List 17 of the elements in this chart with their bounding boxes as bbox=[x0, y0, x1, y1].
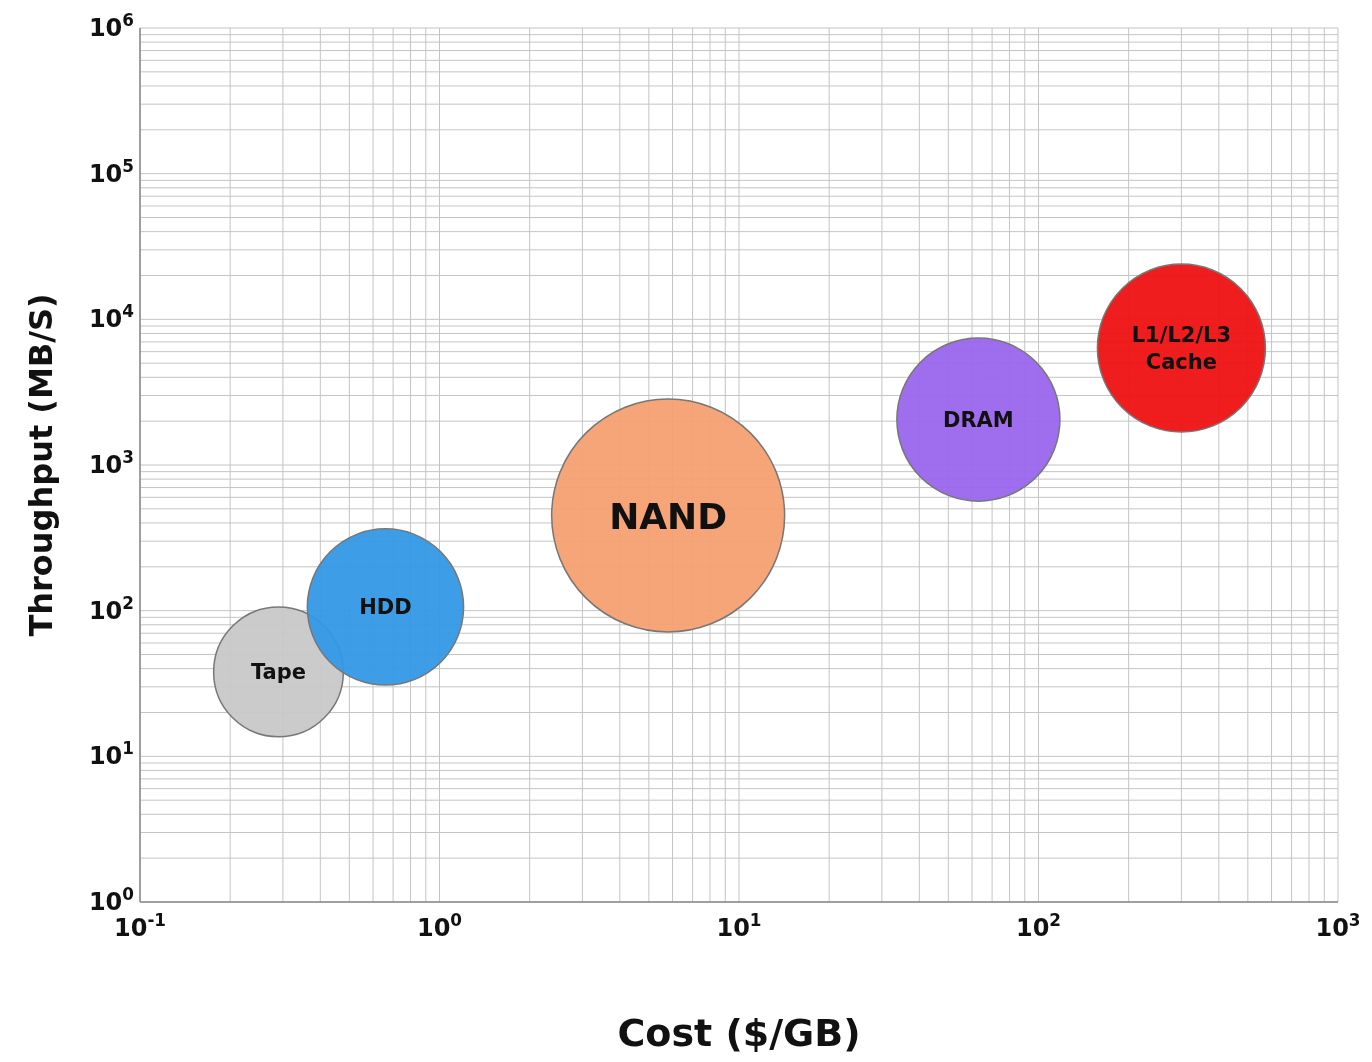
x-tick-label: 10$^{3}$ bbox=[1315, 910, 1361, 942]
y-tick-label: 10$^{3}$ bbox=[88, 447, 134, 479]
series-label: HDD bbox=[359, 594, 412, 619]
y-tick-label: 10$^{6}$ bbox=[88, 10, 134, 42]
y-tick-label: 10$^{5}$ bbox=[88, 155, 134, 188]
series-label: DRAM bbox=[943, 407, 1014, 432]
x-tick-label: 10$^{0}$ bbox=[416, 910, 463, 942]
y-tick-label: 10$^{2}$ bbox=[88, 592, 134, 625]
x-tick-label: 10$^{1}$ bbox=[716, 910, 762, 942]
y-axis-title: Throughput (MB/S) bbox=[22, 293, 60, 637]
x-tick-label: 10$^{2}$ bbox=[1015, 910, 1062, 942]
series-label: Tape bbox=[250, 659, 307, 684]
series-label: NAND bbox=[609, 495, 728, 537]
y-tick-label: 10$^{4}$ bbox=[88, 301, 134, 334]
x-axis-title: Cost ($/GB) bbox=[617, 1011, 861, 1055]
y-tick-label: 10$^{1}$ bbox=[88, 738, 134, 771]
series-label: L1/L2/L3 Cache bbox=[1131, 323, 1232, 374]
